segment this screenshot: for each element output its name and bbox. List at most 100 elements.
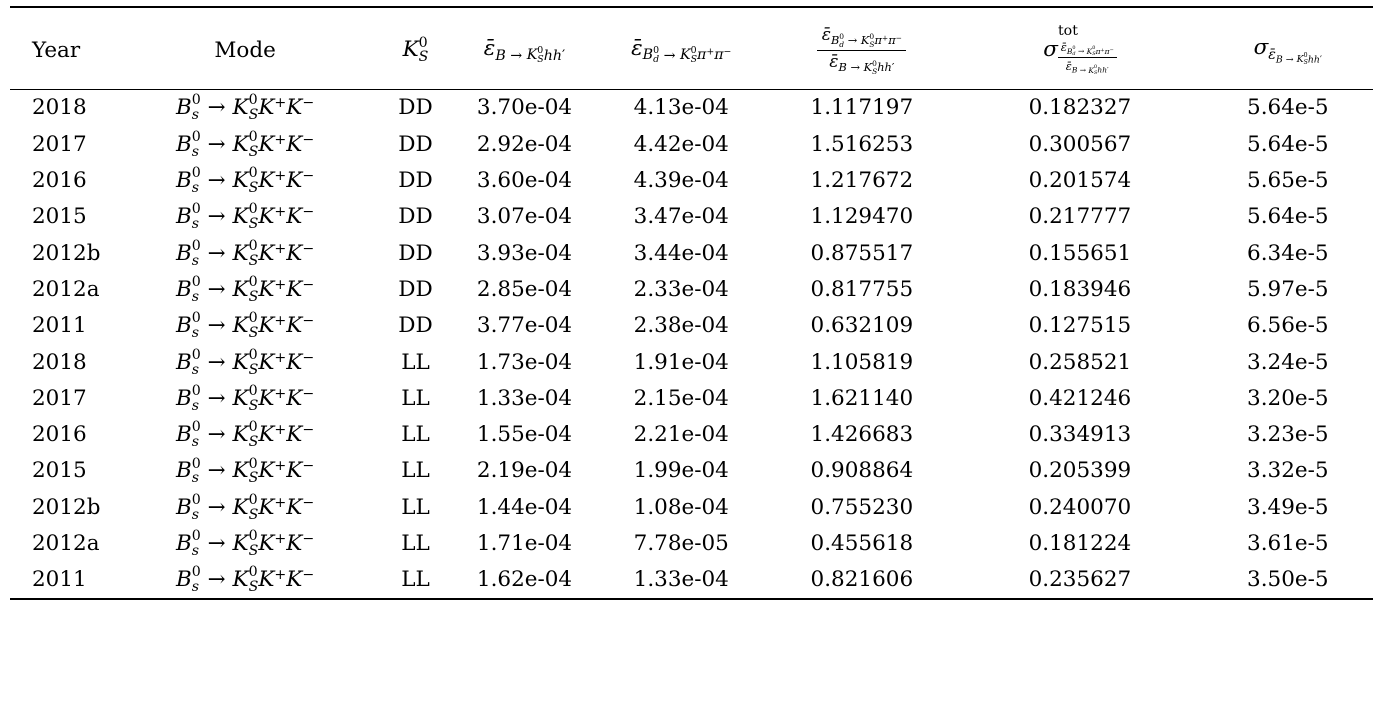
cell-ks: DD <box>398 95 433 121</box>
cell-eff_kshh: 1.44e-04 <box>476 494 573 520</box>
table-row: 2016 B 0 s → K 0 S K+K− DD 3.60e-04 4.39e-04 1.217… <box>10 162 1373 198</box>
cell-sigma_eff: 5.64e-5 <box>1247 95 1329 121</box>
cell-sigma_eff: 3.61e-5 <box>1247 531 1329 557</box>
table-row: 2016 B 0 s → K 0 S K+K− LL 1.55e-04 2.21e-04 1.426… <box>10 417 1373 453</box>
cell-ks: DD <box>398 313 433 339</box>
cell-sigma_ratio: 0.182327 <box>1028 95 1132 121</box>
cell-eff_kshh: 2.92e-04 <box>476 131 573 157</box>
cell-ratio: 1.117197 <box>810 95 914 121</box>
cell-year: 2012a <box>32 531 100 557</box>
cell-sigma_ratio: 0.127515 <box>1028 313 1132 339</box>
col-header-mode: Mode <box>112 7 378 89</box>
cell-eff_kshh: 1.55e-04 <box>476 422 573 448</box>
table-row: 2012b B 0 s → K 0 S K+K− LL 1.44e-04 1.08e-04 0.75… <box>10 489 1373 525</box>
cell-sigma_eff: 3.49e-5 <box>1247 494 1329 520</box>
cell-year: 2011 <box>32 313 87 339</box>
table-row: 2015 B 0 s → K 0 S K+K− LL 2.19e-04 1.99e-04 0.908… <box>10 453 1373 489</box>
cell-ks: DD <box>398 276 433 302</box>
cell-eff_kshh: 1.62e-04 <box>476 567 573 593</box>
cell-eff_kshh: 3.60e-04 <box>476 167 573 193</box>
cell-ratio: 0.755230 <box>810 494 914 520</box>
cell-sigma_ratio: 0.201574 <box>1028 167 1132 193</box>
cell-ratio: 0.455618 <box>810 531 914 557</box>
cell-eff_kspipi: 3.47e-04 <box>633 204 729 230</box>
cell-eff_kspipi: 3.44e-04 <box>633 240 729 266</box>
table-row: 2018 B 0 s → K 0 S K+K− DD 3.70e-04 4.13e-04 1.117… <box>10 89 1373 126</box>
cell-year: 2016 <box>32 167 87 193</box>
cell-sigma_eff: 3.23e-5 <box>1247 422 1329 448</box>
cell-year: 2018 <box>32 95 87 121</box>
table-row: 2012a B 0 s → K 0 S K+K− DD 2.85e-04 2.33e-04 0.81… <box>10 271 1373 307</box>
table-row: 2017 B 0 s → K 0 S K+K− LL 1.33e-04 2.15e-04 1.621… <box>10 380 1373 416</box>
cell-eff_kshh: 1.71e-04 <box>476 531 573 557</box>
cell-ratio: 0.875517 <box>810 240 914 266</box>
cell-eff_kspipi: 2.21e-04 <box>633 422 729 448</box>
cell-year: 2012b <box>32 494 101 520</box>
cell-ks: LL <box>401 531 430 557</box>
cell-sigma_eff: 3.32e-5 <box>1247 458 1329 484</box>
cell-ks: LL <box>401 458 430 484</box>
cell-sigma_eff: 3.20e-5 <box>1247 385 1329 411</box>
cell-sigma_eff: 5.64e-5 <box>1247 204 1329 230</box>
cell-sigma_ratio: 0.258521 <box>1028 349 1132 375</box>
mode-header-label: Mode <box>214 37 276 63</box>
cell-sigma_ratio: 0.155651 <box>1028 240 1132 266</box>
cell-ks: LL <box>401 494 430 520</box>
cell-eff_kshh: 1.73e-04 <box>476 349 573 375</box>
cell-eff_kspipi: 1.08e-04 <box>633 494 729 520</box>
cell-sigma_ratio: 0.217777 <box>1028 204 1132 230</box>
cell-eff_kspipi: 2.33e-04 <box>633 276 729 302</box>
cell-ks: DD <box>398 204 433 230</box>
cell-ratio: 1.217672 <box>810 167 914 193</box>
cell-ks: LL <box>401 567 430 593</box>
cell-ratio: 1.426683 <box>810 422 914 448</box>
cell-ratio: 1.129470 <box>810 204 914 230</box>
cell-eff_kspipi: 7.78e-05 <box>633 531 729 557</box>
cell-year: 2011 <box>32 567 87 593</box>
table-row: 2011 B 0 s → K 0 S K+K− DD 3.77e-04 2.38e-04 0.632… <box>10 308 1373 344</box>
cell-eff_kshh: 3.93e-04 <box>476 240 573 266</box>
year-header-label: Year <box>32 37 81 63</box>
cell-ratio: 0.817755 <box>810 276 914 302</box>
cell-eff_kshh: 2.19e-04 <box>476 458 573 484</box>
cell-ks: LL <box>401 385 430 411</box>
table-row: 2011 B 0 s → K 0 S K+K− LL 1.62e-04 1.33e-04 0.821… <box>10 562 1373 599</box>
cell-sigma_eff: 5.65e-5 <box>1247 167 1329 193</box>
cell-ks: DD <box>398 131 433 157</box>
cell-eff_kspipi: 4.13e-04 <box>633 95 729 121</box>
cell-ratio: 0.632109 <box>810 313 914 339</box>
cell-sigma_eff: 5.64e-5 <box>1247 131 1329 157</box>
cell-sigma_ratio: 0.181224 <box>1028 531 1132 557</box>
cell-eff_kshh: 3.77e-04 <box>476 313 573 339</box>
cell-eff_kspipi: 1.99e-04 <box>633 458 729 484</box>
